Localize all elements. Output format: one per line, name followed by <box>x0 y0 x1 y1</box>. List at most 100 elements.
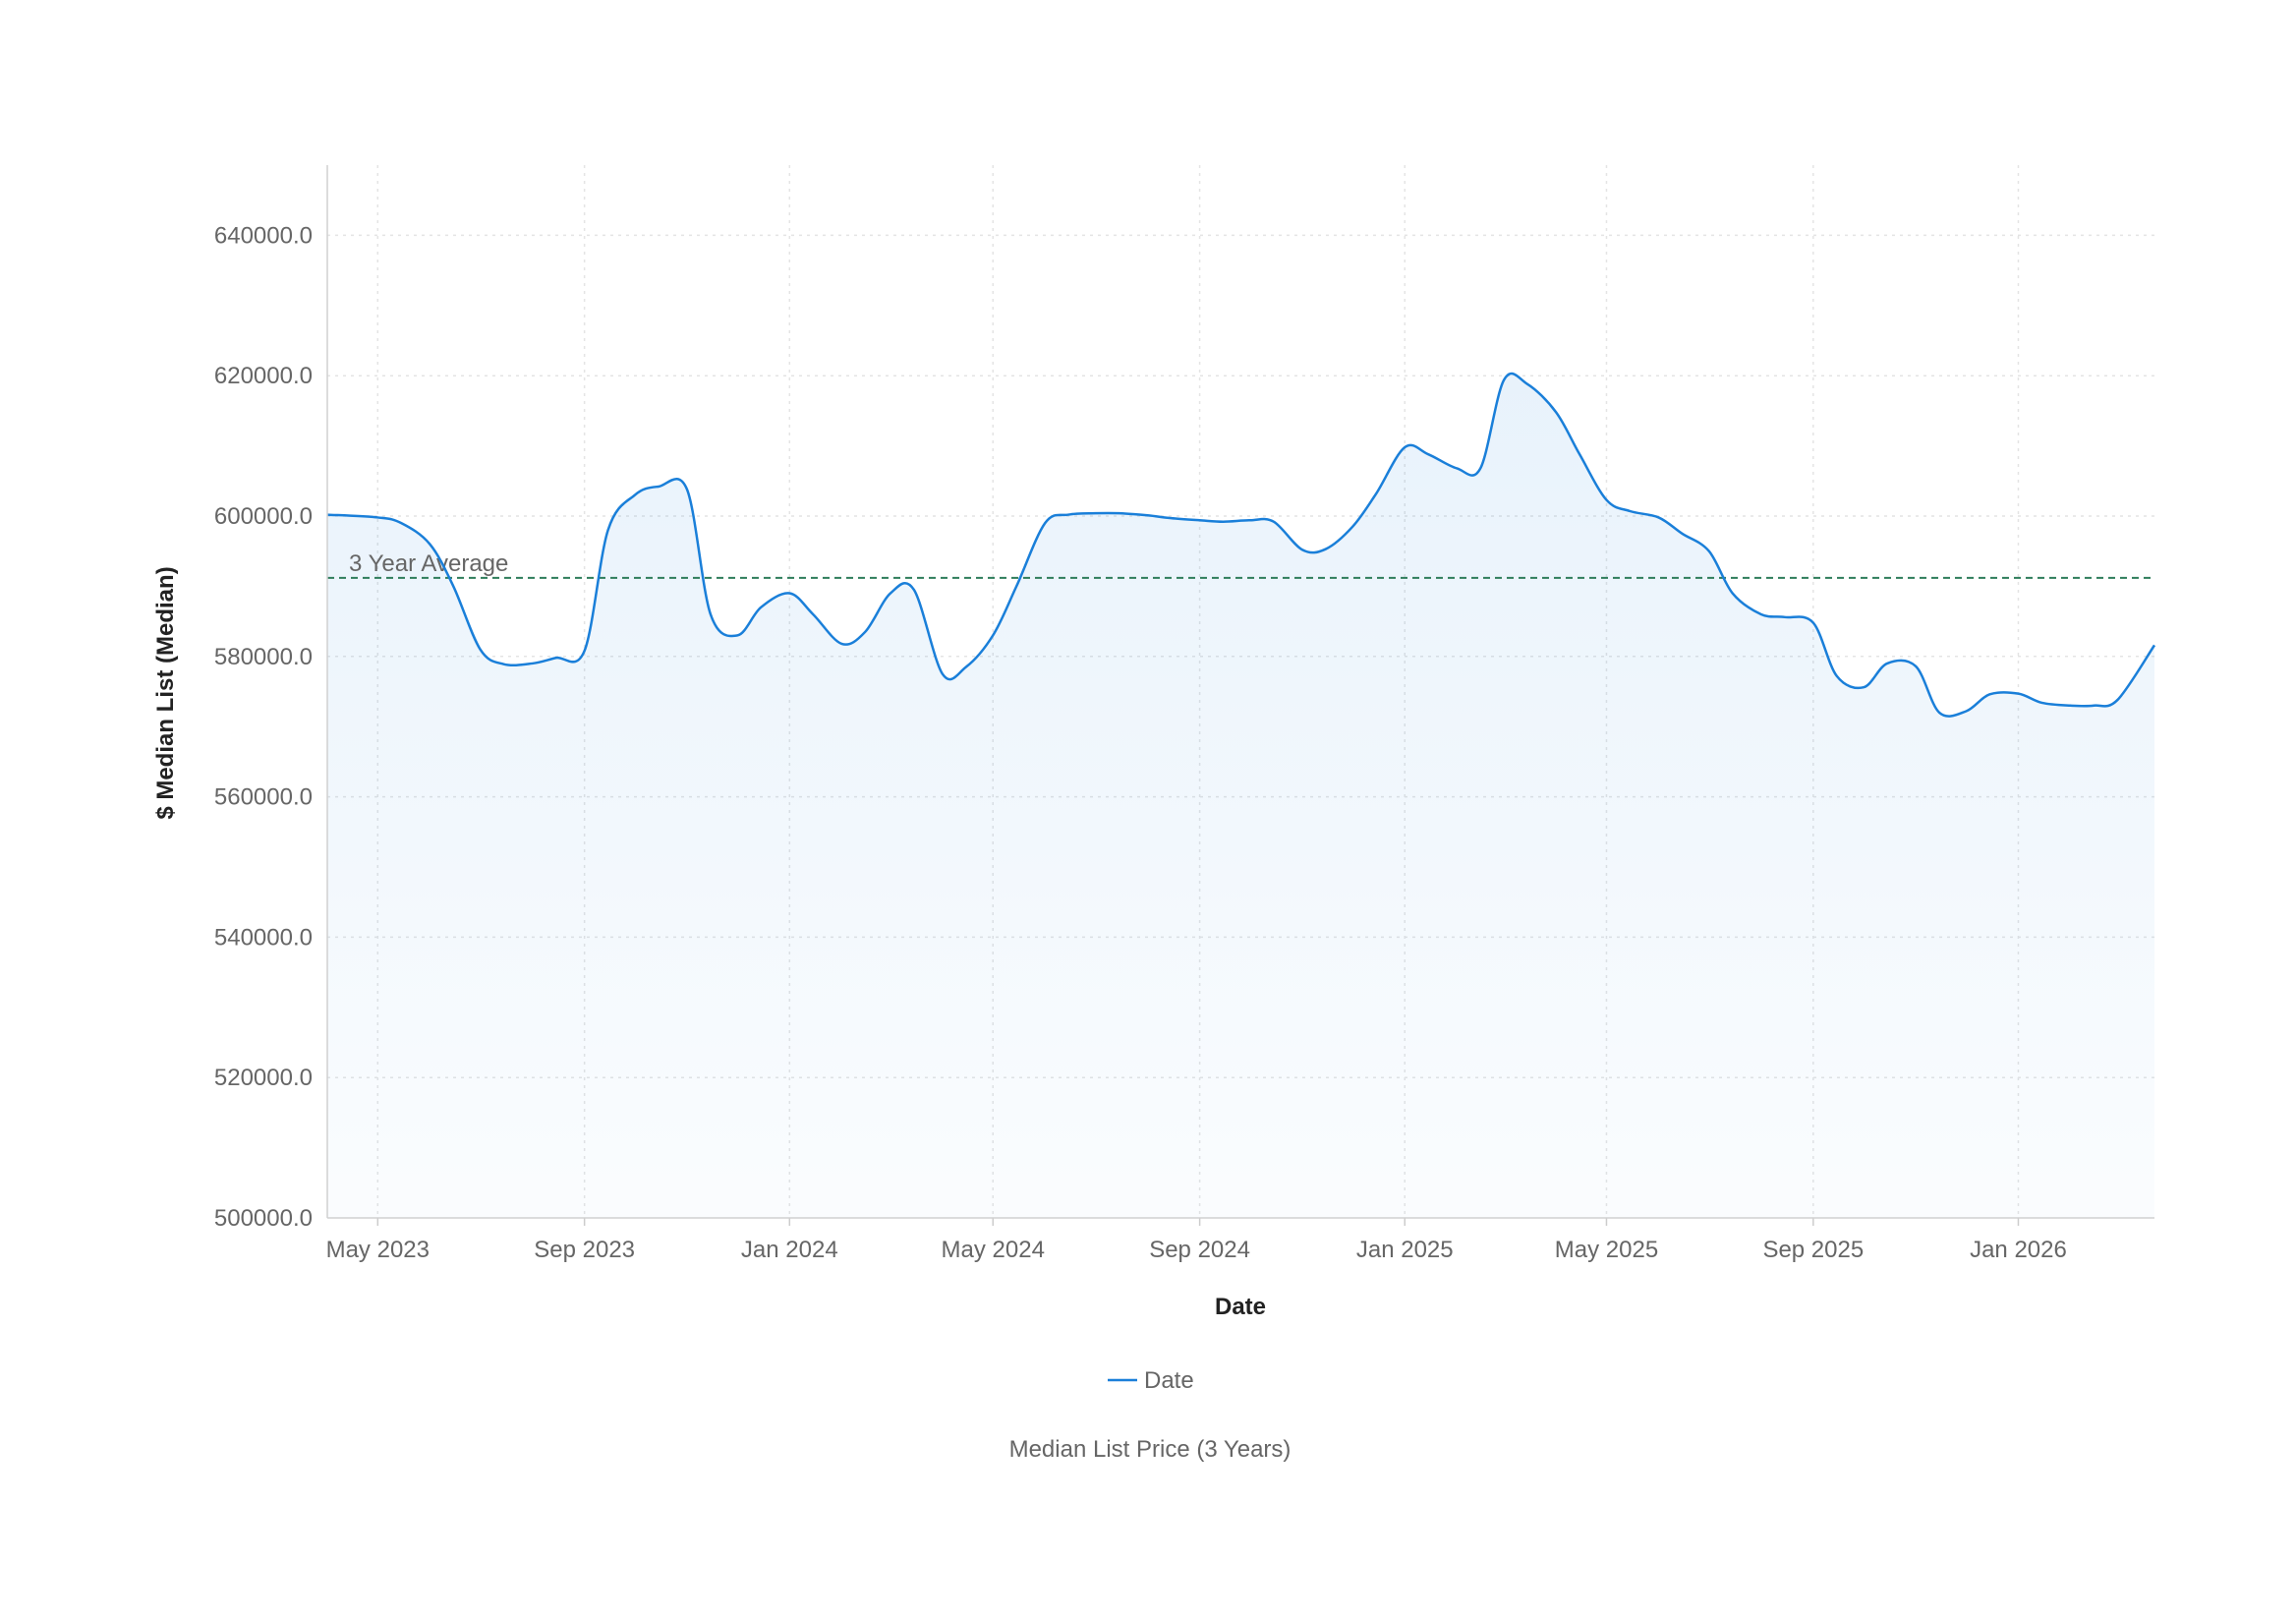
x-tick-label: Sep 2025 <box>1762 1237 1864 1263</box>
data-point <box>1271 519 1277 525</box>
y-axis-title: $ Median List (Median) <box>152 566 179 819</box>
data-point <box>632 492 638 498</box>
data-point <box>582 648 588 654</box>
data-point <box>656 484 661 490</box>
y-tick-label: 560000.0 <box>214 784 313 811</box>
data-point <box>1373 491 1379 496</box>
data-point <box>911 587 917 593</box>
data-point <box>1524 381 1530 387</box>
x-tick-label: Jan 2024 <box>741 1237 838 1263</box>
x-tick-labels: May 2023 Sep 2023 Jan 2024 May 2024 Sep 2024… <box>326 1237 2067 1263</box>
data-point <box>684 487 690 492</box>
data-point <box>1454 465 1460 471</box>
y-tick-label: 520000.0 <box>214 1065 313 1091</box>
data-point <box>2067 703 2073 709</box>
data-point <box>1042 520 1048 526</box>
data-point <box>838 641 844 647</box>
data-point <box>1679 531 1685 537</box>
data-point <box>1782 614 1788 620</box>
data-point <box>940 671 946 677</box>
data-point <box>1145 512 1151 518</box>
data-point <box>1013 583 1019 589</box>
data-point <box>990 632 996 638</box>
data-point <box>553 655 559 661</box>
x-tick-label: May 2025 <box>1555 1237 1658 1263</box>
y-tick-label: 580000.0 <box>214 644 313 670</box>
reference-line-label: 3 Year Average <box>349 550 508 577</box>
x-tick-label: Sep 2024 <box>1149 1237 1250 1263</box>
y-tick-label: 640000.0 <box>214 222 313 249</box>
data-point <box>1936 710 1942 716</box>
area-fill-layer <box>327 374 2154 1219</box>
data-point <box>1501 376 1507 382</box>
series-area-fill <box>327 374 2154 1219</box>
y-tick-label: 540000.0 <box>214 924 313 951</box>
x-tick-label: May 2024 <box>942 1237 1045 1263</box>
data-point <box>1884 661 1890 666</box>
data-point <box>2015 691 2021 697</box>
y-tick-label: 600000.0 <box>214 503 313 530</box>
data-point <box>1861 684 1866 690</box>
data-point <box>398 520 404 526</box>
chart-title: Median List Price (3 Years) <box>1009 1436 1292 1463</box>
data-point <box>1221 519 1227 525</box>
axes <box>326 165 2154 1226</box>
data-point <box>1627 508 1633 514</box>
data-point <box>1197 517 1203 523</box>
data-point <box>2114 697 2120 703</box>
data-point <box>1986 691 1992 697</box>
data-point <box>450 583 456 589</box>
data-point <box>1247 517 1253 523</box>
data-point <box>530 661 536 666</box>
data-point <box>1169 515 1175 521</box>
data-point <box>810 611 816 617</box>
x-tick-label: May 2023 <box>326 1237 430 1263</box>
data-point <box>963 664 969 670</box>
y-tick-labels: 500000.0 520000.0 540000.0 560000.0 580000.0… <box>214 222 313 1232</box>
data-point <box>1577 451 1582 457</box>
data-point <box>1093 510 1099 516</box>
data-point <box>708 611 714 617</box>
data-point <box>1477 465 1483 471</box>
data-point <box>1402 444 1407 450</box>
data-point <box>1553 409 1559 415</box>
data-point <box>1913 664 1919 669</box>
series-line-date <box>326 372 2156 718</box>
data-point <box>427 542 432 548</box>
series-line-layer <box>326 372 2157 718</box>
data-point <box>1299 547 1305 552</box>
x-tick-label: Jan 2026 <box>1970 1237 2067 1263</box>
data-point <box>1730 591 1736 597</box>
data-point <box>2038 700 2044 706</box>
data-point <box>1603 497 1609 503</box>
x-axis-title: Date <box>1215 1294 1266 1320</box>
legend[interactable]: Date <box>1108 1367 1194 1394</box>
reference-line-layer: 3 Year Average <box>327 550 2154 579</box>
data-point <box>1323 547 1329 552</box>
data-point <box>862 629 868 635</box>
data-point <box>758 605 764 610</box>
y-tick-label: 620000.0 <box>214 363 313 389</box>
data-point <box>374 514 380 520</box>
data-point <box>1065 512 1071 518</box>
data-point <box>1349 524 1355 530</box>
data-point <box>786 591 792 597</box>
data-point <box>1706 549 1712 554</box>
data-point <box>1810 620 1816 626</box>
data-point <box>605 527 611 533</box>
x-tick-label: Sep 2023 <box>534 1237 635 1263</box>
data-point <box>888 591 893 597</box>
data-point <box>478 647 484 653</box>
data-point <box>1834 673 1840 679</box>
legend-entry-date: Date <box>1144 1367 1194 1394</box>
data-point <box>1963 708 1969 714</box>
data-point <box>1655 514 1661 520</box>
x-tick-label: Jan 2025 <box>1356 1237 1454 1263</box>
data-point <box>734 632 740 638</box>
data-point <box>1425 451 1431 457</box>
y-tick-label: 500000.0 <box>214 1205 313 1232</box>
data-point <box>1117 510 1122 516</box>
data-point <box>2152 642 2157 648</box>
